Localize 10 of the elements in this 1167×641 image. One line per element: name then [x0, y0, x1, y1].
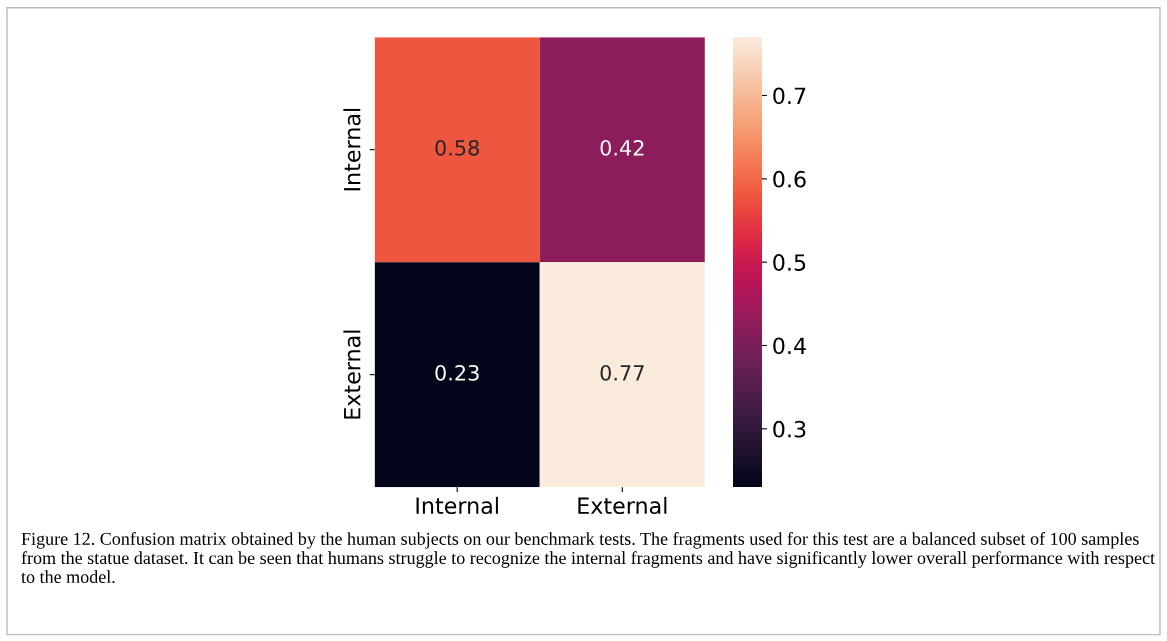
data-label: 0.58	[435, 139, 479, 156]
color-bar-label: 0.5	[773, 254, 806, 271]
color-bar-label: 0.7	[773, 87, 806, 105]
color-bar-label: 0.4	[773, 337, 806, 355]
data-label: 0.23	[435, 364, 479, 381]
data-label: 0.77	[600, 364, 644, 381]
data-label: 0.42	[600, 139, 644, 156]
color-bar-label: 0.6	[773, 170, 806, 188]
caption: Figure 12. Confusion matrix obtained by the human subjects on our benchmark tests. The fragments used for this test are a balanced subset of 100 samples from the statue dataset. It can be seen that humans struggle to recognize the internal fragments and have significantly lower overall performance with respect to the model.	[21, 532, 1155, 584]
color-bar-label: 0.3	[773, 420, 806, 438]
